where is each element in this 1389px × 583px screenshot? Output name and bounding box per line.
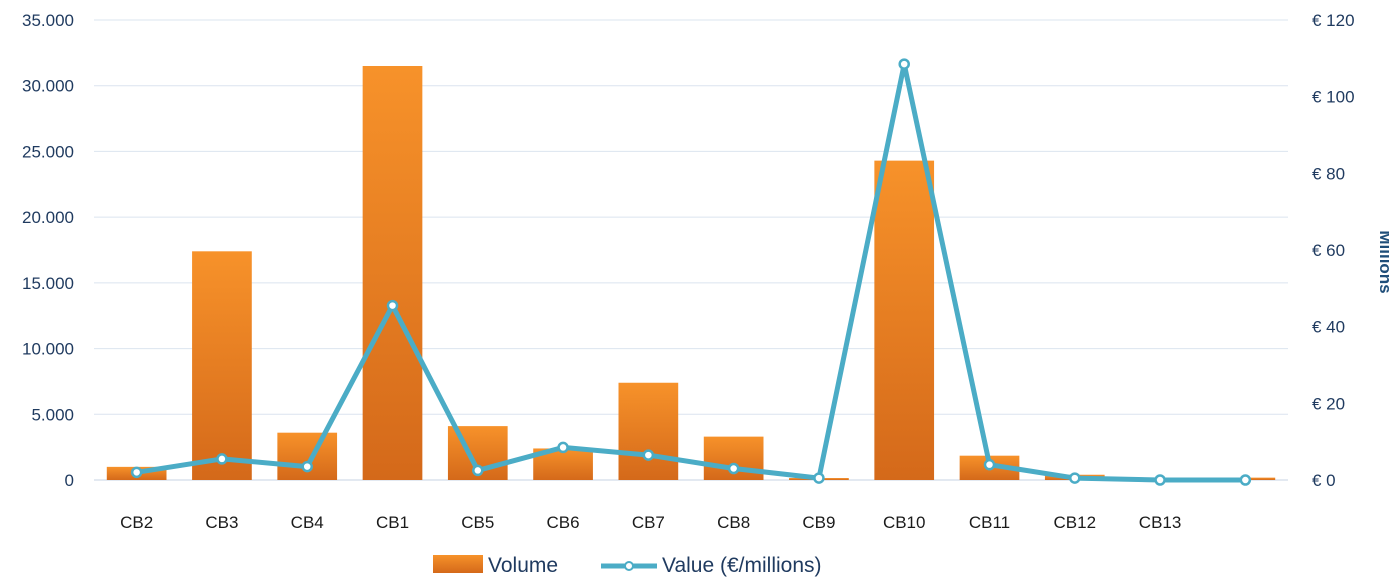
x-tick-label: CB11 [969, 513, 1010, 532]
value-point [642, 449, 655, 461]
left-axis-ticks: 0 5.000 10.000 15.000 20.000 25.000 30.000 35.0… [22, 11, 74, 490]
right-tick-label: € 80 [1312, 164, 1345, 183]
left-tick-label: 0 [65, 471, 74, 490]
x-tick-label: CB8 [717, 513, 750, 532]
value-point [216, 453, 228, 465]
value-point [983, 458, 996, 471]
volume-bar [874, 160, 935, 480]
value-point [1239, 474, 1252, 486]
left-tick-label: 30.000 [22, 77, 74, 96]
x-tick-label: CB3 [205, 513, 238, 532]
volume-bars [106, 66, 1276, 480]
volume-bar [362, 66, 423, 480]
right-axis-title: Millions [1376, 230, 1389, 293]
value-line-series [130, 58, 1252, 486]
legend-volume-label: Volume [488, 554, 558, 577]
volume-bar [618, 382, 679, 480]
left-tick-label: 25.000 [22, 142, 74, 161]
x-tick-label: CB5 [461, 513, 494, 532]
left-tick-label: 15.000 [22, 274, 74, 293]
x-tick-label: CB7 [632, 513, 665, 532]
value-point [1069, 472, 1081, 484]
right-tick-label: € 120 [1312, 11, 1355, 30]
gridlines [94, 19, 1288, 481]
value-point [813, 472, 825, 484]
value-point [472, 464, 484, 477]
x-tick-label: CB12 [1054, 513, 1097, 532]
legend-value-label: Value (€/millions) [662, 554, 822, 577]
legend: Volume Value (€/millions) [433, 554, 822, 577]
volume-bar [192, 251, 252, 480]
left-tick-label: 10.000 [22, 340, 74, 359]
value-point [386, 299, 399, 312]
x-axis-ticks: CB2 CB3 CB4 CB1 CB5 CB6 CB7 CB8 CB9 CB10 CB11 CB12 C… [120, 513, 1181, 532]
x-tick-label: CB9 [802, 513, 835, 532]
left-tick-label: 5.000 [31, 405, 74, 424]
x-tick-label: CB6 [547, 513, 580, 532]
volume-bar [277, 432, 338, 480]
value-point [727, 462, 740, 475]
x-tick-label: CB10 [883, 513, 926, 532]
legend-value-marker [624, 561, 634, 571]
right-axis-ticks: € 0 € 20 € 40 € 60 € 80 € 100 € 120 [1312, 11, 1355, 490]
x-tick-label: CB4 [291, 513, 324, 532]
right-tick-label: € 20 [1312, 394, 1345, 413]
right-tick-label: € 60 [1312, 241, 1345, 260]
right-tick-label: € 100 [1312, 88, 1355, 107]
value-point [130, 466, 143, 479]
value-point [1154, 474, 1166, 486]
left-tick-label: 20.000 [22, 208, 74, 227]
right-tick-label: € 40 [1312, 318, 1345, 337]
value-line [136, 61, 1246, 483]
x-tick-label: CB1 [376, 513, 409, 532]
value-point [301, 460, 313, 473]
value-point [898, 58, 910, 70]
x-tick-label: CB13 [1139, 513, 1182, 532]
legend-volume-swatch [433, 555, 483, 573]
right-tick-label: € 0 [1312, 471, 1336, 490]
left-tick-label: 35.000 [22, 11, 74, 30]
value-point [557, 441, 569, 454]
x-tick-label: CB2 [120, 513, 153, 532]
